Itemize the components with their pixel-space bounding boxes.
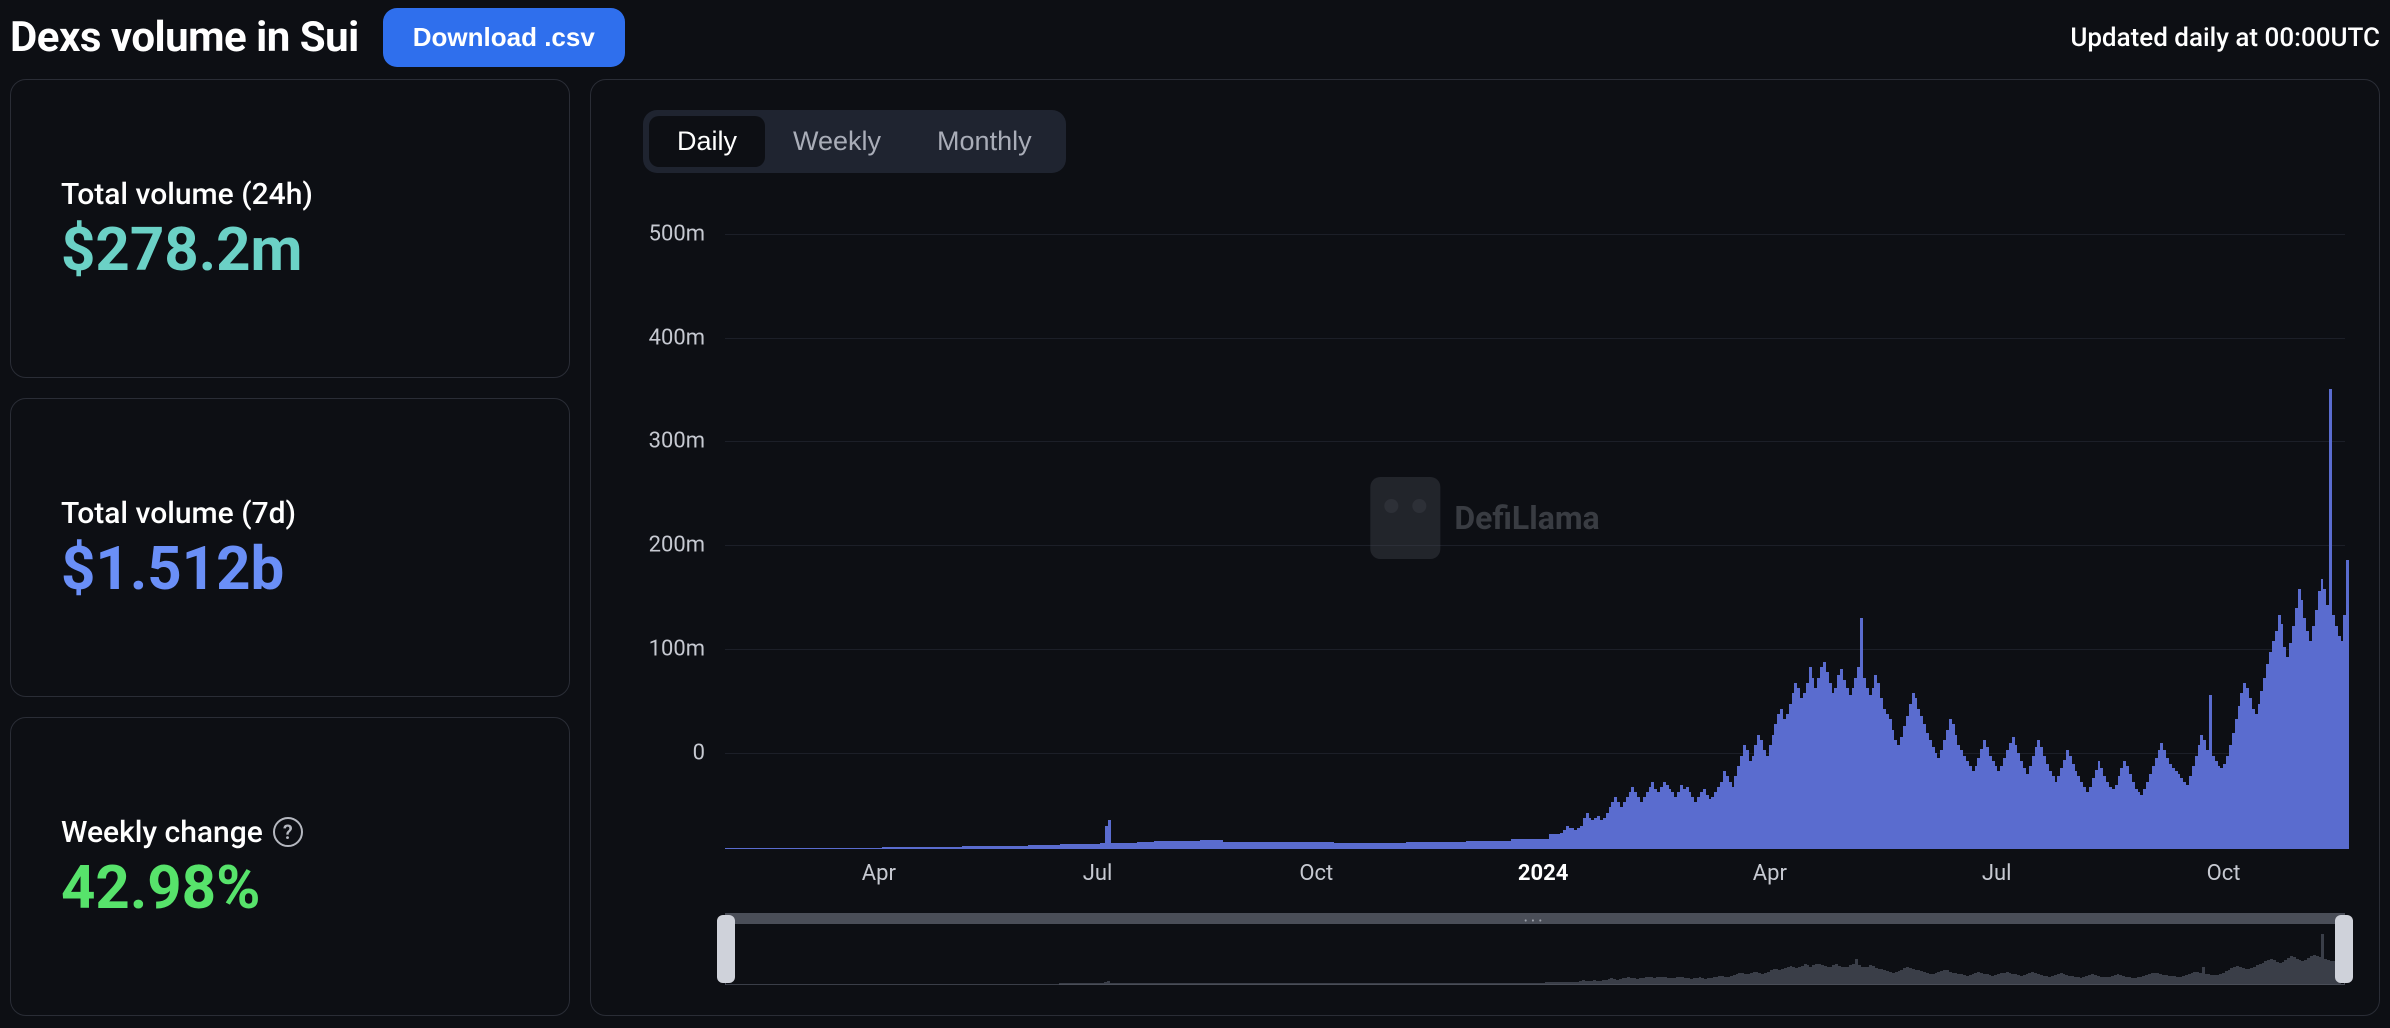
download-csv-button[interactable]: Download .csv — [383, 8, 625, 67]
card-total-volume-7d: Total volume (7d) $1.512b — [10, 398, 570, 697]
chart-brush[interactable]: ••• — [725, 913, 2345, 985]
card-label: Total volume (24h) — [61, 177, 313, 212]
tab-monthly[interactable]: Monthly — [909, 116, 1060, 167]
help-icon[interactable]: ? — [273, 817, 303, 847]
card-weekly-change: Weekly change ? 42.98% — [10, 717, 570, 1016]
card-label: Weekly change — [61, 815, 263, 850]
x-tick-label: Jul — [1982, 861, 2012, 886]
page-title: Dexs volume in Sui — [10, 13, 359, 62]
card-value: $1.512b — [61, 537, 519, 600]
y-tick-label: 300m — [649, 429, 705, 454]
interval-tabs: Daily Weekly Monthly — [643, 110, 1066, 173]
y-tick-label: 400m — [649, 325, 705, 350]
chart-bars — [725, 213, 2345, 849]
x-tick-label: Oct — [1299, 861, 1333, 886]
brush-overview — [725, 923, 2345, 985]
tab-daily[interactable]: Daily — [649, 116, 765, 167]
brush-handle-left[interactable] — [717, 915, 735, 983]
y-tick-label: 100m — [649, 637, 705, 662]
x-tick-label: Apr — [1753, 861, 1787, 886]
y-tick-label: 200m — [649, 533, 705, 558]
x-tick-label: Apr — [862, 861, 896, 886]
brush-handle-right[interactable] — [2335, 915, 2353, 983]
updated-text: Updated daily at 00:00UTC — [2070, 23, 2380, 53]
chart-panel: Daily Weekly Monthly 0 100m 200m 300m 400m 50… — [590, 79, 2380, 1016]
volume-chart[interactable]: 0100m200m300m400m500m DefiLlama AprJulOc… — [625, 213, 2345, 849]
y-axis: 0 100m 200m 300m 400m 500m — [625, 213, 715, 849]
card-value: 42.98% — [61, 856, 519, 919]
x-tick-label: Jul — [1083, 861, 1113, 886]
stats-cards: Total volume (24h) $278.2m Total volume … — [10, 79, 570, 1016]
y-tick-label: 500m — [649, 221, 705, 246]
header: Dexs volume in Sui Download .csv Updated… — [10, 8, 2380, 67]
card-total-volume-24h: Total volume (24h) $278.2m — [10, 79, 570, 378]
brush-track: ••• — [725, 913, 2345, 923]
y-tick-label: 0 — [693, 741, 705, 766]
x-tick-label: Oct — [2207, 861, 2241, 886]
x-tick-label: 2024 — [1518, 861, 1569, 886]
card-label: Total volume (7d) — [61, 496, 296, 531]
tab-weekly[interactable]: Weekly — [765, 116, 909, 167]
card-value: $278.2m — [61, 218, 519, 281]
x-axis: Apr Jul Oct 2024 Apr Jul Oct — [725, 849, 2345, 889]
